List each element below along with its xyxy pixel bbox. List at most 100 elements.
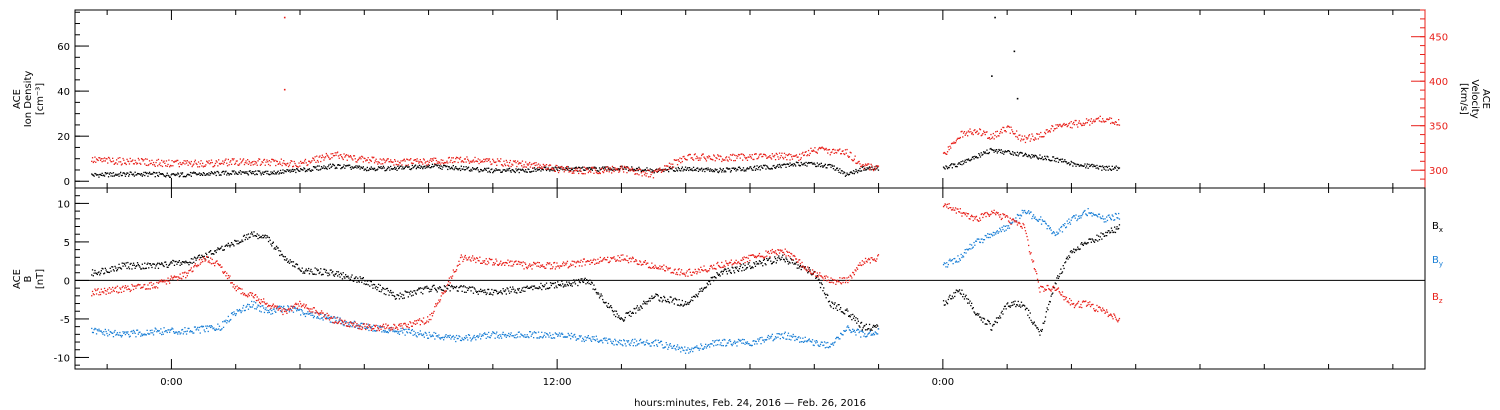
velocity-point	[876, 165, 878, 167]
velocity-point	[701, 153, 704, 155]
field-by-point	[604, 339, 606, 341]
density-point	[345, 165, 347, 167]
field-bx-point	[392, 291, 394, 294]
field-bx-point	[478, 290, 480, 292]
field-bz-point	[159, 279, 161, 282]
density-point	[787, 163, 789, 165]
field-bx-point	[772, 261, 774, 263]
field-bx-point	[453, 286, 455, 288]
velocity-point	[872, 168, 874, 170]
velocity-point	[583, 166, 585, 168]
velocity-point	[397, 160, 399, 162]
field-bx-point	[849, 316, 851, 318]
field-bx-point	[969, 300, 971, 302]
field-bx-point	[570, 284, 572, 287]
field-bx-point	[238, 241, 241, 244]
density-point	[609, 168, 611, 170]
field-by-point	[951, 259, 953, 261]
density-point	[476, 167, 479, 169]
field-bx-point	[280, 254, 282, 256]
field-bz-point	[134, 285, 136, 287]
field-bx-point	[201, 254, 203, 256]
field-by-point	[211, 326, 213, 328]
velocity-point	[684, 157, 686, 160]
density-point	[860, 170, 862, 172]
field-by-point	[144, 333, 146, 335]
field-bx-point	[362, 277, 364, 279]
field-by-point	[603, 337, 606, 339]
field-by-point	[327, 318, 329, 320]
density-point	[677, 166, 679, 169]
field-by-point	[1065, 227, 1067, 229]
velocity-point	[96, 159, 98, 161]
velocity-point	[849, 151, 851, 153]
velocity-point	[192, 164, 194, 166]
velocity-point	[1073, 124, 1076, 126]
field-by-point	[688, 352, 690, 354]
density-point	[960, 161, 962, 163]
field-bx-point	[676, 304, 679, 306]
field-bx-point	[230, 242, 233, 244]
field-bz-point	[109, 292, 111, 294]
field-by-point	[524, 334, 526, 336]
field-by-point	[551, 337, 553, 339]
velocity-point	[256, 164, 258, 166]
velocity-point	[857, 161, 859, 163]
field-bx-point	[999, 317, 1002, 319]
field-by-point	[707, 344, 709, 346]
density-point	[586, 167, 589, 169]
field-bx-point	[748, 262, 750, 264]
field-bx-point	[274, 247, 276, 249]
field-bx-point	[660, 296, 662, 299]
velocity-point	[304, 160, 306, 162]
velocity-point	[1115, 121, 1117, 123]
density-point	[526, 171, 528, 173]
velocity-point	[698, 157, 700, 159]
field-by-point	[844, 330, 846, 332]
field-by-point	[1059, 230, 1061, 232]
density-point	[487, 171, 489, 173]
density-axis-tick-label: 0	[64, 177, 70, 188]
field-by-point	[247, 308, 250, 310]
density-point	[718, 170, 720, 172]
field-bx-point	[762, 265, 764, 267]
velocity-point	[965, 133, 967, 135]
density-point	[161, 173, 163, 175]
velocity-point	[570, 167, 573, 169]
field-by-point	[352, 322, 354, 324]
velocity-point	[765, 155, 767, 157]
field-by-point	[795, 338, 798, 340]
field-bz-point	[143, 284, 145, 286]
velocity-point	[598, 172, 600, 175]
field-by-point	[119, 331, 121, 334]
velocity-point	[345, 155, 347, 157]
field-by-point	[419, 330, 421, 332]
velocity-point	[989, 138, 991, 140]
velocity-point	[826, 149, 828, 151]
density-point	[93, 175, 95, 177]
velocity-point	[643, 170, 645, 173]
field-by-point	[1112, 215, 1114, 217]
velocity-point	[573, 172, 575, 174]
field-by-point	[1091, 215, 1093, 217]
field-bx-point	[1012, 301, 1015, 303]
density-point	[576, 167, 578, 170]
field-by-point	[788, 338, 790, 340]
velocity-point	[967, 135, 969, 137]
field-bx-point	[247, 238, 249, 240]
velocity-point	[275, 160, 278, 162]
density-point	[961, 164, 963, 166]
field-by-point	[806, 341, 808, 343]
field-by-point	[1069, 223, 1072, 225]
density-point	[822, 166, 824, 168]
velocity-point	[566, 165, 569, 168]
field-bx-point	[202, 256, 204, 258]
velocity-point	[787, 154, 789, 157]
field-by-point	[472, 336, 475, 338]
field-by-point	[547, 334, 549, 336]
velocity-point	[384, 161, 386, 164]
field-by-point	[965, 252, 967, 254]
density-point	[1089, 165, 1092, 167]
velocity-point	[440, 159, 442, 161]
